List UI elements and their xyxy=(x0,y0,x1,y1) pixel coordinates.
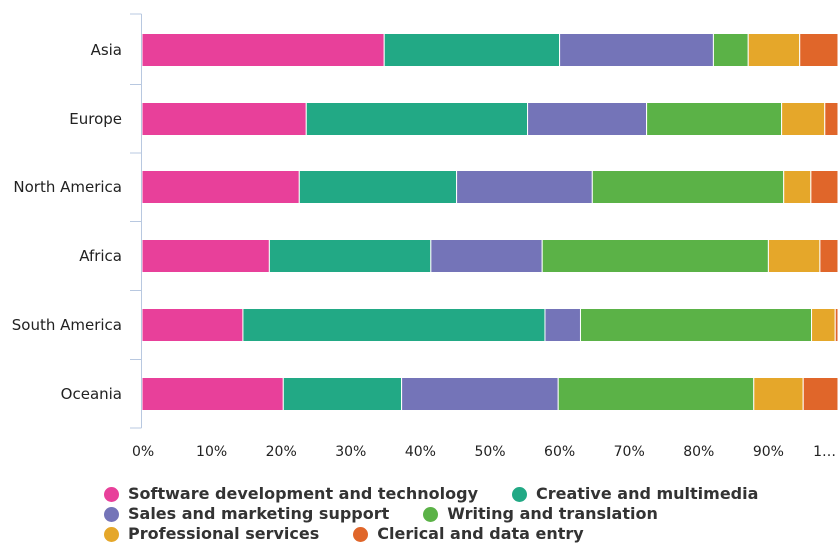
bar-oceania-writing-and-translation xyxy=(557,377,755,411)
x-tick-label: 50% xyxy=(474,444,505,460)
category-label: South America xyxy=(12,316,122,334)
category-label: Oceania xyxy=(61,385,122,403)
bar-north-america-creative-and-multimedia xyxy=(298,170,458,204)
bar-north-america-writing-and-translation xyxy=(591,170,785,204)
legend-row: Sales and marketing support Writing and t… xyxy=(104,504,824,524)
x-tick-label: 40% xyxy=(405,444,436,460)
x-tick-label: 10% xyxy=(196,444,227,460)
legend-label: Professional services xyxy=(128,524,320,543)
legend-label: Clerical and data entry xyxy=(377,524,584,543)
stacked-bar-chart: Asia Europe North America Africa South Ameri… xyxy=(12,13,838,460)
x-tick-label: 60% xyxy=(544,444,575,460)
x-tick-label: 20% xyxy=(266,444,297,460)
legend-swatch xyxy=(512,486,527,502)
category-label: Africa xyxy=(79,247,122,265)
bar-north-america-sales-and-marketing-support xyxy=(456,170,593,204)
bar-north-america-clerical-and-data-entry xyxy=(810,170,838,204)
x-tick-label: 0% xyxy=(132,444,154,460)
legend-label: Sales and marketing support xyxy=(128,504,390,523)
bar-africa-professional-services xyxy=(767,239,821,273)
legend-swatch xyxy=(104,486,119,502)
bar-asia-professional-services xyxy=(747,33,801,67)
bar-asia-software-development-and-technology xyxy=(141,33,385,67)
bar-oceania-clerical-and-data-entry xyxy=(802,377,838,411)
bar-south-america-creative-and-multimedia xyxy=(242,308,546,342)
category-label: North America xyxy=(13,178,122,196)
bar-europe-writing-and-translation xyxy=(646,102,783,136)
x-tick-label: 90% xyxy=(753,444,784,460)
x-tick-label: 80% xyxy=(683,444,714,460)
bar-south-america-professional-services xyxy=(811,308,836,342)
legend-row: Professional services Clerical and data e… xyxy=(104,524,824,544)
legend-label: Writing and translation xyxy=(447,504,658,523)
legend-item[interactable]: Professional services xyxy=(104,524,319,544)
bar-africa-clerical-and-data-entry xyxy=(819,239,838,273)
bar-europe-creative-and-multimedia xyxy=(305,102,529,136)
bar-south-america-software-development-and-technology xyxy=(141,308,244,342)
bar-europe-professional-services xyxy=(781,102,826,136)
bar-south-america-sales-and-marketing-support xyxy=(544,308,581,342)
legend-item[interactable]: Clerical and data entry xyxy=(353,524,584,544)
bar-europe-software-development-and-technology xyxy=(141,102,307,136)
bar-north-america-professional-services xyxy=(783,170,812,204)
legend-item[interactable]: Writing and translation xyxy=(423,504,658,524)
legend-swatch xyxy=(104,506,119,522)
bar-asia-clerical-and-data-entry xyxy=(799,33,838,67)
legend-item[interactable]: Creative and multimedia xyxy=(512,484,758,504)
bar-asia-creative-and-multimedia xyxy=(383,33,561,67)
legend-item[interactable]: Sales and marketing support xyxy=(104,504,389,524)
bar-africa-creative-and-multimedia xyxy=(268,239,432,273)
bar-oceania-professional-services xyxy=(753,377,804,411)
x-tick-label: 70% xyxy=(614,444,645,460)
legend-item[interactable]: Software development and technology xyxy=(104,484,478,504)
bar-oceania-creative-and-multimedia xyxy=(282,377,403,411)
x-tick-label: 30% xyxy=(335,444,366,460)
legend: Software development and technology Creat… xyxy=(104,484,824,544)
plot-area: Asia Europe North America Africa South Ameri… xyxy=(12,13,838,460)
bar-oceania-software-development-and-technology xyxy=(141,377,284,411)
legend-swatch xyxy=(423,506,439,522)
bar-asia-sales-and-marketing-support xyxy=(559,33,714,67)
bar-europe-sales-and-marketing-support xyxy=(527,102,648,136)
x-tick-label: 1… xyxy=(813,444,836,460)
bar-europe-clerical-and-data-entry xyxy=(824,102,838,136)
legend-row: Software development and technology Creat… xyxy=(104,484,824,504)
legend-label: Creative and multimedia xyxy=(536,484,759,503)
category-label: Asia xyxy=(91,41,122,59)
bar-oceania-sales-and-marketing-support xyxy=(401,377,559,411)
bar-south-america-writing-and-translation xyxy=(579,308,813,342)
legend-swatch xyxy=(104,526,119,542)
category-label: Europe xyxy=(69,110,122,128)
bar-asia-writing-and-translation xyxy=(712,33,749,67)
legend-label: Software development and technology xyxy=(128,484,478,503)
legend-swatch xyxy=(353,526,369,542)
bar-africa-writing-and-translation xyxy=(541,239,769,273)
bar-north-america-software-development-and-technology xyxy=(141,170,300,204)
bar-africa-software-development-and-technology xyxy=(141,239,270,273)
bar-africa-sales-and-marketing-support xyxy=(430,239,543,273)
